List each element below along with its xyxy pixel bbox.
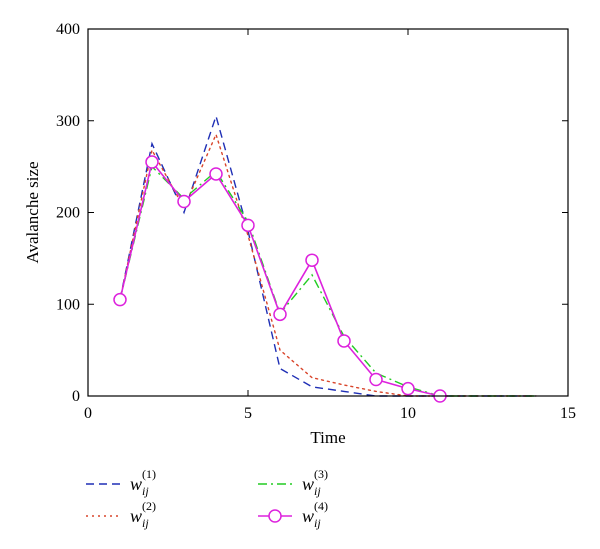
series-4-point bbox=[401, 381, 415, 396]
x-tick-label: 5 bbox=[244, 405, 252, 422]
series-4-point bbox=[113, 292, 127, 307]
series-line-1 bbox=[119, 113, 536, 397]
series-4-point bbox=[337, 334, 351, 348]
plot-frame bbox=[87, 28, 569, 397]
series-line-4 bbox=[119, 160, 441, 397]
y-tick-label: 300 bbox=[56, 113, 80, 130]
series-4-point bbox=[145, 155, 159, 169]
x-axis-label: Time bbox=[310, 428, 345, 447]
series-4-point bbox=[241, 218, 255, 233]
y-tick-label: 100 bbox=[56, 296, 80, 313]
x-tick-label: 15 bbox=[560, 405, 576, 422]
legend-label-3: wij bbox=[302, 474, 321, 498]
series-layer bbox=[113, 113, 537, 403]
y-tick-label: 400 bbox=[56, 21, 80, 38]
legend-superscript-3: (3) bbox=[314, 467, 328, 481]
y-tick-label: 200 bbox=[56, 205, 80, 222]
legend-marker-4 bbox=[268, 509, 282, 523]
series-4-point bbox=[305, 253, 319, 267]
series-line-2 bbox=[119, 132, 537, 397]
legend-superscript-1: (1) bbox=[142, 467, 156, 481]
legend-label-1: wij bbox=[130, 474, 149, 498]
series-4-point bbox=[273, 307, 287, 322]
axis-ticks: 0 5 10 15 0 100 200 300 400 bbox=[56, 21, 576, 422]
legend-superscript-2: (2) bbox=[142, 499, 156, 513]
y-axis-label: Avalanche size bbox=[23, 161, 42, 263]
series-4-point bbox=[209, 167, 223, 181]
x-tick-label: 10 bbox=[400, 405, 416, 422]
x-tick-label: 0 bbox=[84, 405, 92, 422]
series-4-point bbox=[369, 372, 383, 387]
y-tick-label: 0 bbox=[72, 388, 80, 405]
legend-label-2: wij bbox=[130, 506, 149, 530]
legend-superscript-4: (4) bbox=[314, 499, 328, 513]
legend-label-4: wij bbox=[302, 506, 321, 530]
legend: wij(1)wij(2)wij(3)wij(4) bbox=[86, 467, 328, 530]
series-4-point bbox=[177, 194, 191, 209]
